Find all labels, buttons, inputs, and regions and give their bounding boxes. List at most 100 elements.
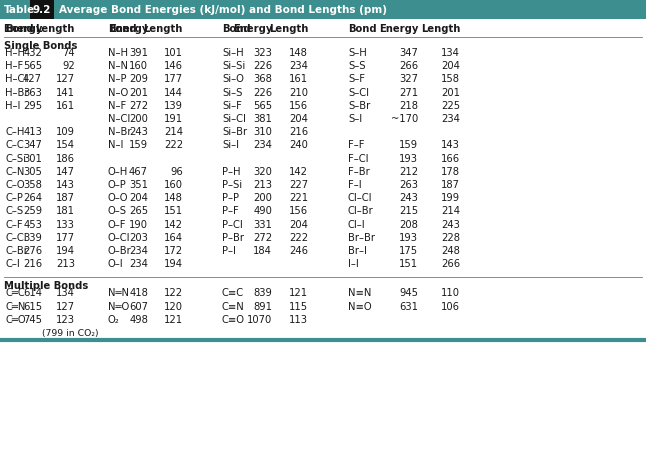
Text: 123: 123: [56, 314, 75, 324]
Text: 175: 175: [399, 245, 418, 255]
Text: 498: 498: [129, 314, 148, 324]
Text: 305: 305: [23, 167, 42, 177]
Text: 243: 243: [399, 193, 418, 203]
Text: 614: 614: [23, 288, 42, 298]
Text: Cl–Br: Cl–Br: [348, 206, 374, 216]
Text: Si–Cl: Si–Cl: [222, 114, 246, 124]
Text: O–F: O–F: [108, 219, 127, 229]
Text: 222: 222: [164, 140, 183, 150]
Text: 190: 190: [129, 219, 148, 229]
Text: Si–F: Si–F: [222, 101, 242, 111]
Text: 194: 194: [56, 245, 75, 255]
Text: O–I: O–I: [108, 258, 123, 268]
Text: 160: 160: [129, 61, 148, 71]
Text: 221: 221: [289, 193, 308, 203]
Text: 427: 427: [23, 74, 42, 84]
Text: 148: 148: [164, 193, 183, 203]
Text: Cl–I: Cl–I: [348, 219, 366, 229]
Text: 615: 615: [23, 301, 42, 311]
Text: P–Si: P–Si: [222, 180, 242, 190]
Text: 133: 133: [56, 219, 75, 229]
Text: Length: Length: [421, 24, 460, 34]
Text: Si–Si: Si–Si: [222, 61, 245, 71]
Text: 209: 209: [129, 74, 148, 84]
Text: Energy: Energy: [233, 24, 272, 34]
Text: Si–I: Si–I: [222, 140, 239, 150]
Text: 127: 127: [56, 74, 75, 84]
Text: 143: 143: [441, 140, 460, 150]
Text: C–C: C–C: [5, 140, 24, 150]
Text: C–S: C–S: [5, 206, 23, 216]
Text: 178: 178: [441, 167, 460, 177]
Text: 453: 453: [23, 219, 42, 229]
Text: N–O: N–O: [108, 87, 129, 97]
Text: 161: 161: [289, 74, 308, 84]
Text: 156: 156: [289, 101, 308, 111]
Text: 159: 159: [129, 140, 148, 150]
Text: 156: 156: [289, 206, 308, 216]
Text: 187: 187: [441, 180, 460, 190]
Text: N–Cl: N–Cl: [108, 114, 130, 124]
Text: C–I: C–I: [5, 258, 20, 268]
Text: C–Cl: C–Cl: [5, 233, 26, 242]
Text: 745: 745: [23, 314, 42, 324]
Text: 234: 234: [289, 61, 308, 71]
Text: O–Br: O–Br: [108, 245, 132, 255]
Text: P–H: P–H: [222, 167, 240, 177]
Text: 142: 142: [289, 167, 308, 177]
Text: 222: 222: [289, 233, 308, 242]
Text: 151: 151: [399, 258, 418, 268]
Text: O–O: O–O: [108, 193, 129, 203]
Text: Energy: Energy: [3, 24, 42, 34]
Text: C≡O: C≡O: [222, 314, 245, 324]
Text: 101: 101: [164, 48, 183, 58]
Text: Single Bonds: Single Bonds: [4, 41, 78, 51]
Text: 381: 381: [253, 114, 272, 124]
Text: 210: 210: [289, 87, 308, 97]
Text: H–H: H–H: [5, 48, 25, 58]
Text: 184: 184: [253, 245, 272, 255]
Text: 216: 216: [289, 127, 308, 137]
Text: 115: 115: [289, 301, 308, 311]
Text: 134: 134: [56, 288, 75, 298]
Text: 234: 234: [441, 114, 460, 124]
Text: 109: 109: [56, 127, 75, 137]
Text: 266: 266: [399, 61, 418, 71]
Text: C≡N: C≡N: [222, 301, 245, 311]
Text: C–H: C–H: [5, 127, 25, 137]
Text: 143: 143: [56, 180, 75, 190]
Text: Bond: Bond: [348, 24, 377, 34]
Text: S–H: S–H: [348, 48, 367, 58]
Text: 121: 121: [164, 314, 183, 324]
Text: N═O: N═O: [108, 301, 129, 311]
Text: 331: 331: [253, 219, 272, 229]
Text: 266: 266: [441, 258, 460, 268]
Text: 227: 227: [289, 180, 308, 190]
Text: C═O: C═O: [5, 314, 26, 324]
Text: Br–I: Br–I: [348, 245, 367, 255]
Text: 208: 208: [399, 219, 418, 229]
Text: S–Br: S–Br: [348, 101, 370, 111]
Text: 147: 147: [56, 167, 75, 177]
Text: 139: 139: [164, 101, 183, 111]
Text: F–Cl: F–Cl: [348, 153, 368, 163]
Text: 226: 226: [253, 87, 272, 97]
Text: 301: 301: [23, 153, 42, 163]
Text: 234: 234: [129, 258, 148, 268]
Text: N–P: N–P: [108, 74, 127, 84]
Text: H–Br: H–Br: [5, 87, 28, 97]
Text: 467: 467: [129, 167, 148, 177]
Text: O–Cl: O–Cl: [108, 233, 130, 242]
Text: 295: 295: [23, 101, 42, 111]
Text: C–P: C–P: [5, 193, 23, 203]
Text: 204: 204: [289, 219, 308, 229]
Text: 212: 212: [399, 167, 418, 177]
Text: 327: 327: [399, 74, 418, 84]
Text: 151: 151: [164, 206, 183, 216]
Text: 92: 92: [62, 61, 75, 71]
Text: 181: 181: [56, 206, 75, 216]
Text: 363: 363: [23, 87, 42, 97]
Text: 215: 215: [399, 206, 418, 216]
Text: 177: 177: [164, 74, 183, 84]
Text: 891: 891: [253, 301, 272, 311]
